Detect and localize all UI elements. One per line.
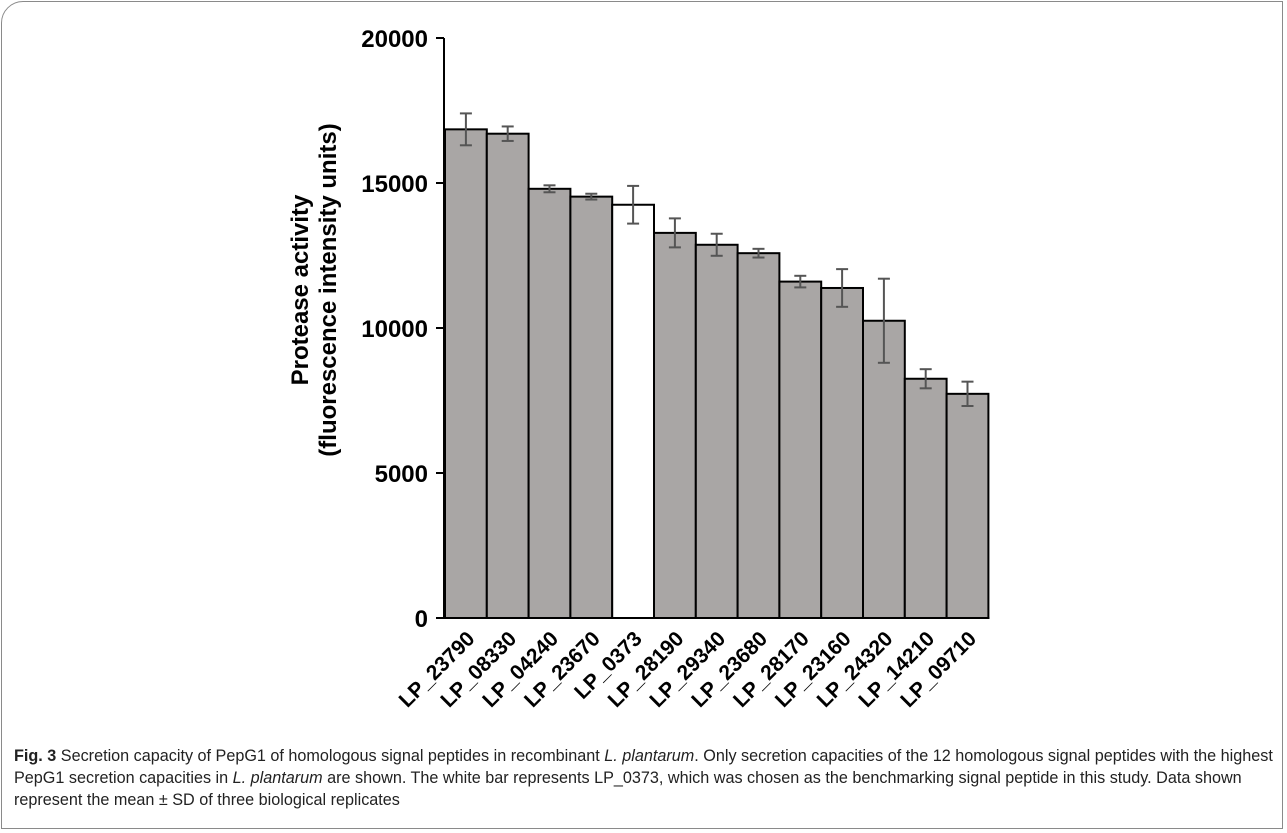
figure-caption: Fig. 3 Secretion capacity of PepG1 of ho… <box>14 745 1276 811</box>
caption-species-2: L. plantarum <box>232 769 323 787</box>
bar <box>527 187 572 620</box>
bar <box>694 243 739 620</box>
y-tick-label: 5000 <box>375 461 428 488</box>
bar <box>778 280 823 619</box>
y-axis-title-line1: Protease activity <box>287 194 314 385</box>
caption-text-1: Secretion capacity of PepG1 of homologou… <box>56 747 605 765</box>
caption-text-2: . Only secretion capacities of the 12 ho… <box>14 747 1273 787</box>
caption-species-1: L. plantarum <box>604 747 695 765</box>
bar <box>903 377 948 619</box>
caption-label: Fig. 3 <box>14 747 57 765</box>
bar-chart: 0 5000 10000 15000 20000 Protease activity (fl… <box>287 26 990 712</box>
bar <box>653 231 697 619</box>
caption-text-3: are shown. The white bar represents LP_0… <box>14 769 1242 809</box>
y-axis-title-line2: (fluorescence intensity units) <box>315 123 342 456</box>
bar <box>485 132 530 619</box>
y-tick-label: 20000 <box>361 26 428 53</box>
bar <box>945 392 990 619</box>
bar <box>444 128 488 619</box>
bar <box>820 286 865 619</box>
bar <box>569 195 614 619</box>
y-tick-label: 0 <box>415 606 428 633</box>
bar <box>611 203 656 619</box>
y-tick-label: 15000 <box>361 171 428 198</box>
bar <box>736 252 781 619</box>
bar <box>862 319 906 619</box>
y-tick-label: 10000 <box>361 316 428 343</box>
